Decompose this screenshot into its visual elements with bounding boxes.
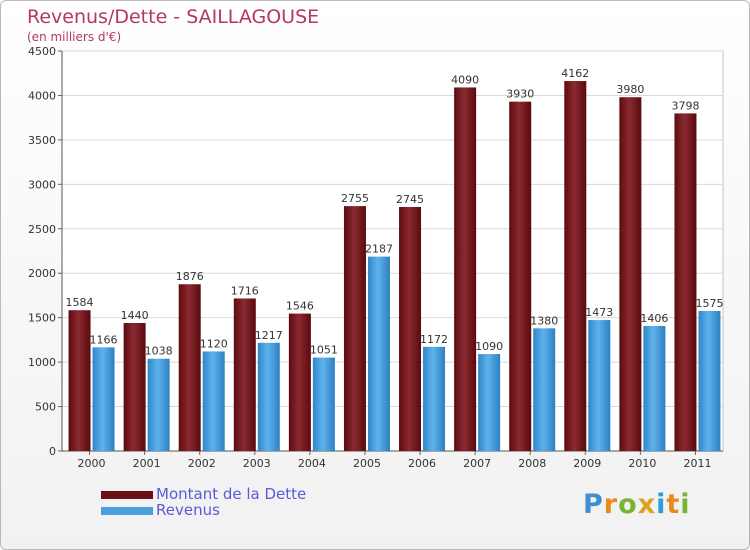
bar-debt-2010 <box>619 97 642 451</box>
bar-revenue-2007 <box>478 354 501 451</box>
bar-revenue-2009 <box>588 320 611 451</box>
x-tick-label-2010: 2010 <box>628 457 656 470</box>
y-tick-label: 500 <box>35 401 56 414</box>
data-label-debt-2009: 4162 <box>561 67 589 80</box>
bar-debt-2000 <box>68 310 91 451</box>
bar-debt-2009 <box>564 81 587 452</box>
bar-revenue-2011 <box>698 311 721 451</box>
x-tick-label-2007: 2007 <box>463 457 491 470</box>
legend-item-debt: Montant de la Dette <box>101 486 306 502</box>
chart-title: Revenus/Dette - SAILLAGOUSE <box>27 6 320 28</box>
bar-revenue-2005 <box>367 256 390 451</box>
x-tick-label-2005: 2005 <box>353 457 381 470</box>
data-label-debt-2006: 2745 <box>396 193 424 206</box>
bar-revenue-2010 <box>643 326 666 451</box>
bar-revenue-2004 <box>312 357 335 451</box>
data-label-revenue-2001: 1038 <box>145 345 173 358</box>
y-tick-label: 4000 <box>28 89 56 102</box>
y-tick-label: 3000 <box>28 178 56 191</box>
bar-debt-2003 <box>233 298 256 451</box>
legend-item-revenue: Revenus <box>101 502 306 518</box>
y-tick-label: 2500 <box>28 223 56 236</box>
y-tick-label: 2000 <box>28 267 56 280</box>
bar-debt-2006 <box>399 207 422 451</box>
bar-revenue-2000 <box>92 347 115 451</box>
data-label-revenue-2006: 1172 <box>420 333 448 346</box>
data-label-debt-2008: 3930 <box>506 88 534 101</box>
plot-area <box>61 50 724 452</box>
data-label-revenue-2007: 1090 <box>475 340 503 353</box>
bar-revenue-2008 <box>533 328 556 451</box>
data-label-revenue-2002: 1120 <box>200 337 228 350</box>
x-tick-label-2011: 2011 <box>683 457 711 470</box>
data-label-debt-2010: 3980 <box>616 83 644 96</box>
data-label-debt-2002: 1876 <box>176 270 204 283</box>
data-label-revenue-2004: 1051 <box>310 344 338 357</box>
x-tick-label-2006: 2006 <box>408 457 436 470</box>
bar-debt-2005 <box>343 206 366 451</box>
legend-label-debt: Montant de la Dette <box>156 485 307 503</box>
legend: Montant de la Dette Revenus <box>101 486 306 518</box>
bar-debt-2002 <box>178 284 201 451</box>
data-label-debt-2004: 1546 <box>286 300 314 313</box>
data-label-revenue-2000: 1166 <box>90 333 118 346</box>
legend-swatch-revenue <box>101 507 153 515</box>
data-label-debt-2003: 1716 <box>231 284 259 297</box>
legend-swatch-debt <box>101 491 153 499</box>
x-tick-label-2008: 2008 <box>518 457 546 470</box>
x-tick-label-2009: 2009 <box>573 457 601 470</box>
data-label-debt-2005: 2755 <box>341 192 369 205</box>
bar-revenue-2003 <box>257 342 280 451</box>
bar-revenue-2006 <box>423 346 446 451</box>
bar-debt-2008 <box>509 101 532 452</box>
y-tick-label: 1000 <box>28 356 56 369</box>
y-tick-label: 4500 <box>28 45 56 58</box>
bar-revenue-2001 <box>147 358 170 451</box>
data-label-revenue-2008: 1380 <box>530 314 558 327</box>
x-tick-label-2000: 2000 <box>78 457 106 470</box>
data-label-debt-2000: 1584 <box>66 296 94 309</box>
bar-debt-2007 <box>454 87 477 451</box>
data-label-debt-2011: 3798 <box>671 99 699 112</box>
bar-revenue-2002 <box>202 351 225 451</box>
data-label-debt-2007: 4090 <box>451 73 479 86</box>
data-label-revenue-2009: 1473 <box>585 306 613 319</box>
data-label-revenue-2011: 1575 <box>695 297 723 310</box>
y-tick-label: 3500 <box>28 134 56 147</box>
bar-debt-2004 <box>288 313 311 451</box>
data-label-revenue-2003: 1217 <box>255 329 283 342</box>
legend-label-revenue: Revenus <box>156 501 220 519</box>
y-tick-label: 0 <box>49 445 56 458</box>
y-tick-label: 1500 <box>28 312 56 325</box>
proxiti-logo: Proxiti <box>583 489 691 520</box>
bar-debt-2001 <box>123 323 146 451</box>
x-tick-label-2002: 2002 <box>188 457 216 470</box>
x-tick-label-2004: 2004 <box>298 457 326 470</box>
bar-debt-2011 <box>674 113 697 452</box>
data-label-revenue-2010: 1406 <box>640 312 668 325</box>
chart-subtitle: (en milliers d'€) <box>27 30 122 44</box>
x-tick-label-2003: 2003 <box>243 457 271 470</box>
data-label-debt-2001: 1440 <box>121 309 149 322</box>
x-tick-label-2001: 2001 <box>133 457 161 470</box>
data-label-revenue-2005: 2187 <box>365 243 393 256</box>
